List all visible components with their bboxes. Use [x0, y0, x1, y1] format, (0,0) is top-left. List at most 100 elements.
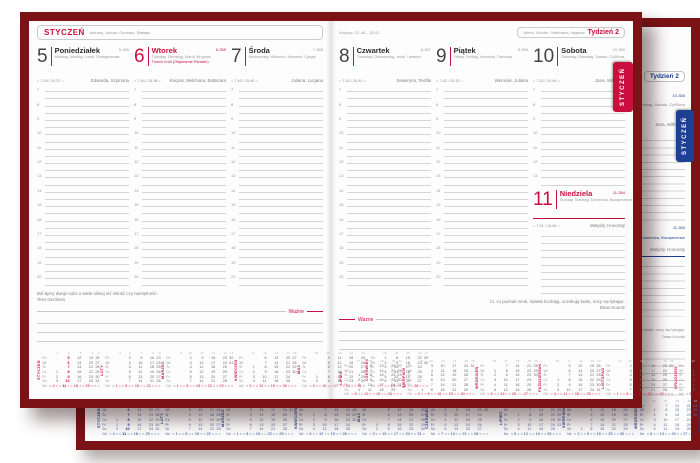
hour-line: [134, 164, 226, 172]
day-cell: 3: [384, 365, 387, 370]
day-cell: 15: [131, 384, 143, 389]
rule-line: [347, 141, 431, 143]
day-cell: 22: [611, 427, 616, 432]
day-cell: 24: [222, 360, 227, 365]
week-number: 33: [441, 359, 445, 364]
hour-number: 11: [436, 144, 441, 150]
dow-label: Wt: [239, 360, 244, 365]
day-number: 8: [339, 46, 350, 67]
dow-label: Śr: [407, 373, 411, 378]
hour-line: 15: [134, 200, 226, 208]
left-page: STYCZEŃ January, Januar, Gennaio, Январь…: [29, 21, 428, 399]
front-month-tab[interactable]: STYCZEŃ: [613, 62, 633, 112]
hour-number: 10: [436, 130, 441, 136]
hour-number: 16: [339, 216, 344, 222]
hour-number: 11: [37, 144, 42, 150]
rule-line: [347, 213, 431, 215]
dow-label: Cz: [42, 370, 47, 375]
hour-line: 20: [37, 272, 129, 280]
hour-number: 9: [339, 115, 342, 121]
day-cell: 27: [95, 360, 100, 365]
rule-line: [239, 278, 323, 280]
rule-line: [142, 249, 226, 251]
hour-number: 15: [436, 202, 441, 208]
back-ruled-lines: [637, 345, 685, 397]
day-cell: 30: [155, 422, 160, 427]
day-cell: 7: [629, 387, 632, 392]
day-cell: 29: [216, 384, 228, 389]
note-line: [37, 333, 323, 343]
dow-label: Cz: [543, 378, 548, 383]
dow-label: Pt: [165, 422, 169, 427]
day-cell: 4: [249, 413, 252, 418]
day-cell: 10: [259, 408, 264, 413]
day-cell: 10: [318, 384, 330, 389]
day-cell: 11: [259, 413, 264, 418]
day-cell: 15: [599, 427, 605, 432]
hour-line: [436, 207, 528, 215]
dow-label: Nd: [407, 392, 412, 397]
dow-label: Cz: [606, 378, 611, 383]
rule-line: [239, 199, 323, 200]
day-cell: 19: [209, 417, 215, 422]
sunrise-sunset: 7.42 / 15.43: [436, 79, 463, 83]
day-cell: 7: [327, 370, 330, 375]
day-cell: 18: [209, 413, 215, 418]
day-cell: 2: [252, 370, 255, 375]
day-cell: 5: [67, 355, 70, 360]
day-cell: 12: [394, 374, 399, 379]
hour-line: [436, 107, 528, 114]
day-cell: 23: [409, 427, 414, 432]
week-number: 7: [140, 351, 143, 356]
day-cell: 27: [623, 417, 628, 422]
hour-grid-saturday: 7 8 9 10 11 12 13: [533, 85, 625, 186]
hour-number: 18: [436, 245, 441, 251]
hour-number: 10: [339, 130, 344, 136]
day-header-8: 8-357 8 Czwartek Thursday, Donnerstag, J…: [339, 47, 431, 74]
day-cell: 29: [95, 370, 100, 375]
dow-label: Cz: [226, 417, 231, 422]
day-cell: 19: [674, 427, 680, 432]
name-days: Edwarda, Szymona: [90, 78, 129, 83]
day-cell: 25: [82, 384, 94, 389]
day-cell: 5: [493, 387, 497, 392]
day-cell: 16: [334, 417, 339, 422]
rule-line: [37, 311, 286, 313]
day-cell: 4: [444, 417, 447, 422]
day-cell: [482, 432, 488, 437]
rule-line: [347, 270, 431, 272]
hour-number: 20: [339, 274, 344, 280]
day-cell: 10: [125, 427, 130, 432]
back-day10-code: 10-355: [672, 93, 685, 98]
day-cell: 5: [568, 364, 571, 369]
day-cell: 1: [312, 413, 315, 418]
day-cell: 14: [387, 384, 399, 389]
dow-label: Śr: [503, 413, 508, 418]
hour-line: 8: [339, 99, 431, 107]
day-cell: 22: [417, 355, 422, 360]
hour-number: 19: [37, 259, 42, 265]
rule-line: [142, 177, 226, 179]
hour-line: [37, 250, 129, 258]
day-cell: 11: [560, 392, 571, 397]
back-month-tab[interactable]: STYCZEŃ: [676, 110, 694, 162]
day-cell: 20: [88, 360, 94, 365]
hour-line: [134, 193, 226, 200]
dow-label: Wt: [606, 368, 611, 373]
day-cell: 5: [510, 432, 520, 437]
hour-line: [339, 135, 431, 143]
hour-number: 7: [37, 87, 40, 93]
mini-calendar-month-label: LIPIEC: [339, 371, 343, 386]
day-cell: 6: [629, 382, 632, 387]
day-divider: [449, 47, 451, 66]
hour-number: 18: [339, 245, 344, 251]
hour-line: 18: [436, 243, 528, 251]
day-cell: 24: [402, 432, 414, 437]
rule-line: [541, 271, 625, 273]
day-cell: 3: [188, 408, 191, 413]
hour-line: [231, 207, 323, 215]
day-cell: 22: [143, 384, 155, 389]
day-cell: 28: [557, 408, 562, 413]
